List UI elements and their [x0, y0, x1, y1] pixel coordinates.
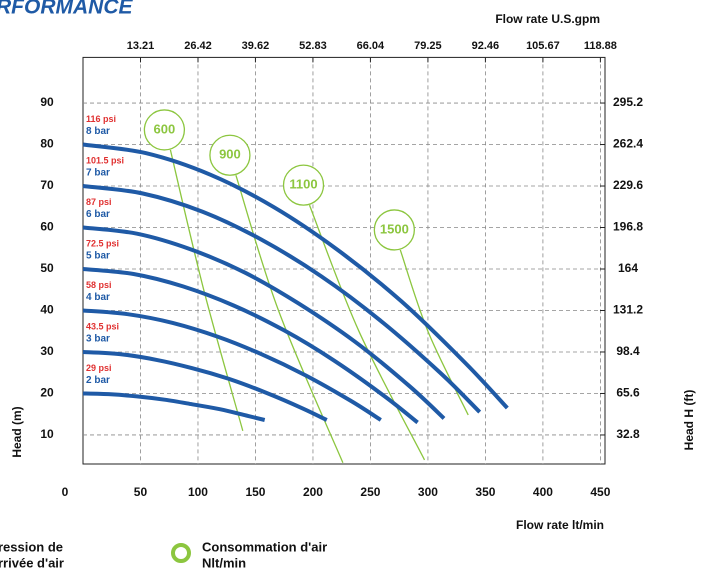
- bar-label: 4 bar: [86, 292, 110, 303]
- y-tick-label: 70: [40, 178, 54, 192]
- psi-label: 58 psi: [86, 280, 112, 290]
- x-tick-label: 50: [134, 485, 148, 499]
- y2-tick-label: 262.4: [613, 137, 643, 151]
- y2-tick-label: 196.8: [613, 220, 643, 234]
- x2-tick-label: 79.25: [414, 40, 442, 52]
- air-curve: [235, 175, 344, 464]
- y2-tick-label: 295.2: [613, 95, 643, 109]
- y2-tick-label: 98.4: [616, 344, 640, 358]
- legend-text: Nlt/min: [202, 555, 246, 570]
- pressure-curve: [82, 308, 382, 422]
- x-tick-label: 0: [62, 485, 69, 499]
- air-badge: [209, 134, 251, 176]
- pressure-curve: [82, 225, 446, 420]
- y2-axis-label: Head H (ft): [682, 390, 696, 451]
- air-label: 1500: [380, 221, 409, 236]
- air-badge: [373, 209, 415, 251]
- air-label: 1100: [289, 177, 317, 192]
- psi-label: 101.5 psi: [86, 155, 124, 165]
- y2-tick-label: 65.6: [616, 386, 640, 400]
- x-tick-label: 350: [475, 485, 495, 499]
- air-badge: [143, 109, 186, 151]
- legend-text: Consommation d'air: [202, 539, 327, 554]
- bar-label: 7 bar: [86, 168, 110, 179]
- psi-label: 87 psi: [86, 197, 112, 207]
- x2-tick-label: 105.67: [526, 40, 560, 52]
- plot-frame: [82, 56, 606, 465]
- y-tick-label: 10: [40, 427, 54, 441]
- legend-text: rrivée d'air: [0, 555, 64, 570]
- x2-axis-label: Flow rate U.S.gpm: [495, 12, 600, 26]
- y2-tick-label: 32.8: [616, 427, 640, 441]
- legend-text: ression de: [0, 539, 63, 554]
- bar-label: 2 bar: [86, 375, 110, 386]
- x-tick-label: 400: [533, 485, 553, 499]
- x2-tick-label: 39.62: [242, 40, 270, 52]
- legend-ring: [171, 543, 191, 563]
- x-axis-label: Flow rate lt/min: [516, 518, 604, 532]
- x-tick-label: 200: [303, 485, 323, 499]
- y-tick-label: 20: [40, 386, 54, 400]
- air-label: 900: [219, 147, 241, 162]
- x-tick-label: 300: [418, 485, 438, 499]
- psi-label: 116 psi: [86, 114, 116, 124]
- pressure-curve: [82, 184, 482, 414]
- psi-label: 72.5 psi: [86, 238, 119, 248]
- y-tick-label: 50: [40, 261, 54, 275]
- y2-tick-label: 164: [618, 261, 638, 275]
- pressure-curve: [82, 391, 266, 422]
- bar-label: 6 bar: [86, 209, 110, 220]
- y-tick-label: 80: [40, 137, 54, 151]
- psi-label: 43.5 psi: [86, 321, 119, 331]
- psi-label: 29 psi: [86, 363, 112, 373]
- y-axis-label: Head (m): [10, 406, 24, 457]
- bar-label: 5 bar: [86, 251, 110, 262]
- pressure-curve: [82, 350, 328, 422]
- bar-label: 8 bar: [86, 126, 110, 137]
- chart-title: RFORMANCE: [0, 0, 133, 19]
- x-tick-label: 250: [360, 485, 380, 499]
- x2-tick-label: 92.46: [472, 40, 500, 52]
- y-tick-label: 90: [40, 95, 54, 109]
- x2-tick-label: 26.42: [184, 40, 212, 52]
- bar-label: 3 bar: [86, 334, 110, 345]
- x2-tick-label: 118.88: [584, 40, 617, 52]
- pressure-curve: [82, 267, 419, 425]
- y2-tick-label: 229.6: [613, 178, 643, 192]
- x2-tick-label: 52.83: [299, 40, 327, 52]
- y-tick-label: 60: [40, 220, 54, 234]
- x-tick-label: 150: [245, 485, 265, 499]
- x-tick-label: 100: [188, 485, 208, 499]
- x2-tick-label: 13.21: [127, 40, 155, 52]
- air-badge: [282, 164, 325, 206]
- air-curve: [399, 249, 469, 416]
- y-tick-label: 40: [40, 303, 54, 317]
- x-tick-label: 450: [590, 485, 610, 499]
- pressure-curve: [82, 142, 509, 410]
- air-curve: [169, 149, 244, 431]
- x2-tick-label: 66.04: [357, 40, 385, 52]
- y-tick-label: 30: [40, 344, 54, 358]
- air-label: 600: [154, 121, 176, 136]
- y2-tick-label: 131.2: [613, 303, 643, 317]
